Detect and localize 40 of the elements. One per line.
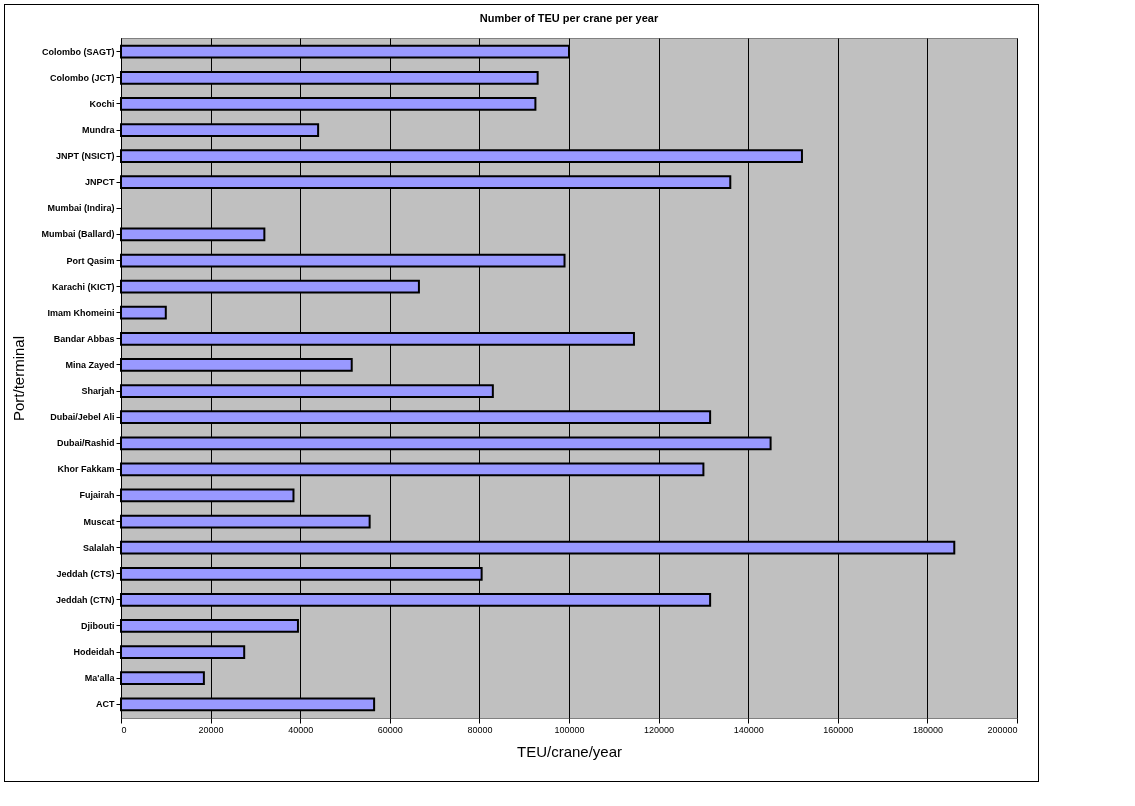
y-tick-label: JNPCT — [84, 177, 115, 188]
y-tick-label: Mumbai (Indira) — [47, 203, 115, 214]
x-tick-label: 180000 — [912, 724, 943, 735]
y-tick-label: Mina Zayed — [65, 359, 115, 370]
y-tick-label: Mundra — [82, 125, 116, 136]
y-tick-label: Dubai/Jebel Ali — [50, 412, 115, 423]
x-tick-label: 160000 — [823, 724, 854, 735]
y-tick-label: Kochi — [89, 98, 115, 109]
x-tick-label: 80000 — [467, 724, 493, 735]
y-tick-label: Dubai/Rashid — [56, 438, 115, 449]
x-tick-label: 60000 — [377, 724, 403, 735]
chart-title: Number of TEU per crane per year — [479, 12, 659, 24]
y-tick-label: Jeddah (CTN) — [56, 594, 115, 605]
y-tick-label: Mumbai (Ballard) — [41, 229, 115, 240]
y-tick-label: Muscat — [83, 516, 115, 527]
y-tick-label: Jeddah (CTS) — [56, 568, 115, 579]
y-tick-label: Salalah — [82, 542, 115, 553]
x-axis-title: TEU/crane/year — [516, 742, 623, 760]
y-tick-label: JNPT (NSICT) — [56, 151, 115, 162]
x-tick-label: 140000 — [733, 724, 764, 735]
y-tick-label: Fujairah — [79, 490, 115, 501]
x-tick-label: 120000 — [644, 724, 675, 735]
y-tick-label: Port Qasim — [66, 255, 115, 266]
y-tick-label: Colombo (SAGT) — [42, 46, 115, 57]
x-tick-label: 100000 — [554, 724, 585, 735]
y-axis-title: Port/terminal — [10, 335, 28, 422]
y-tick-label: Ma'alla — [84, 673, 116, 684]
y-tick-label: ACT — [96, 699, 115, 710]
y-tick-label: Hodeidah — [73, 647, 115, 658]
x-tick-label: 20000 — [198, 724, 224, 735]
y-tick-label: Sharjah — [81, 386, 115, 397]
x-tick-label: 0 — [121, 724, 127, 735]
y-tick-label: Karachi (KICT) — [51, 281, 115, 292]
y-tick-label: Imam Khomeini — [47, 307, 115, 318]
y-tick-label: Bandar Abbas — [53, 333, 115, 344]
y-tick-label: Djibouti — [81, 620, 115, 631]
x-tick-label: 200000 — [987, 724, 1018, 735]
x-tick-label: 40000 — [288, 724, 314, 735]
y-tick-label: Khor Fakkam — [57, 464, 115, 475]
y-tick-label: Colombo (JCT) — [50, 72, 115, 83]
